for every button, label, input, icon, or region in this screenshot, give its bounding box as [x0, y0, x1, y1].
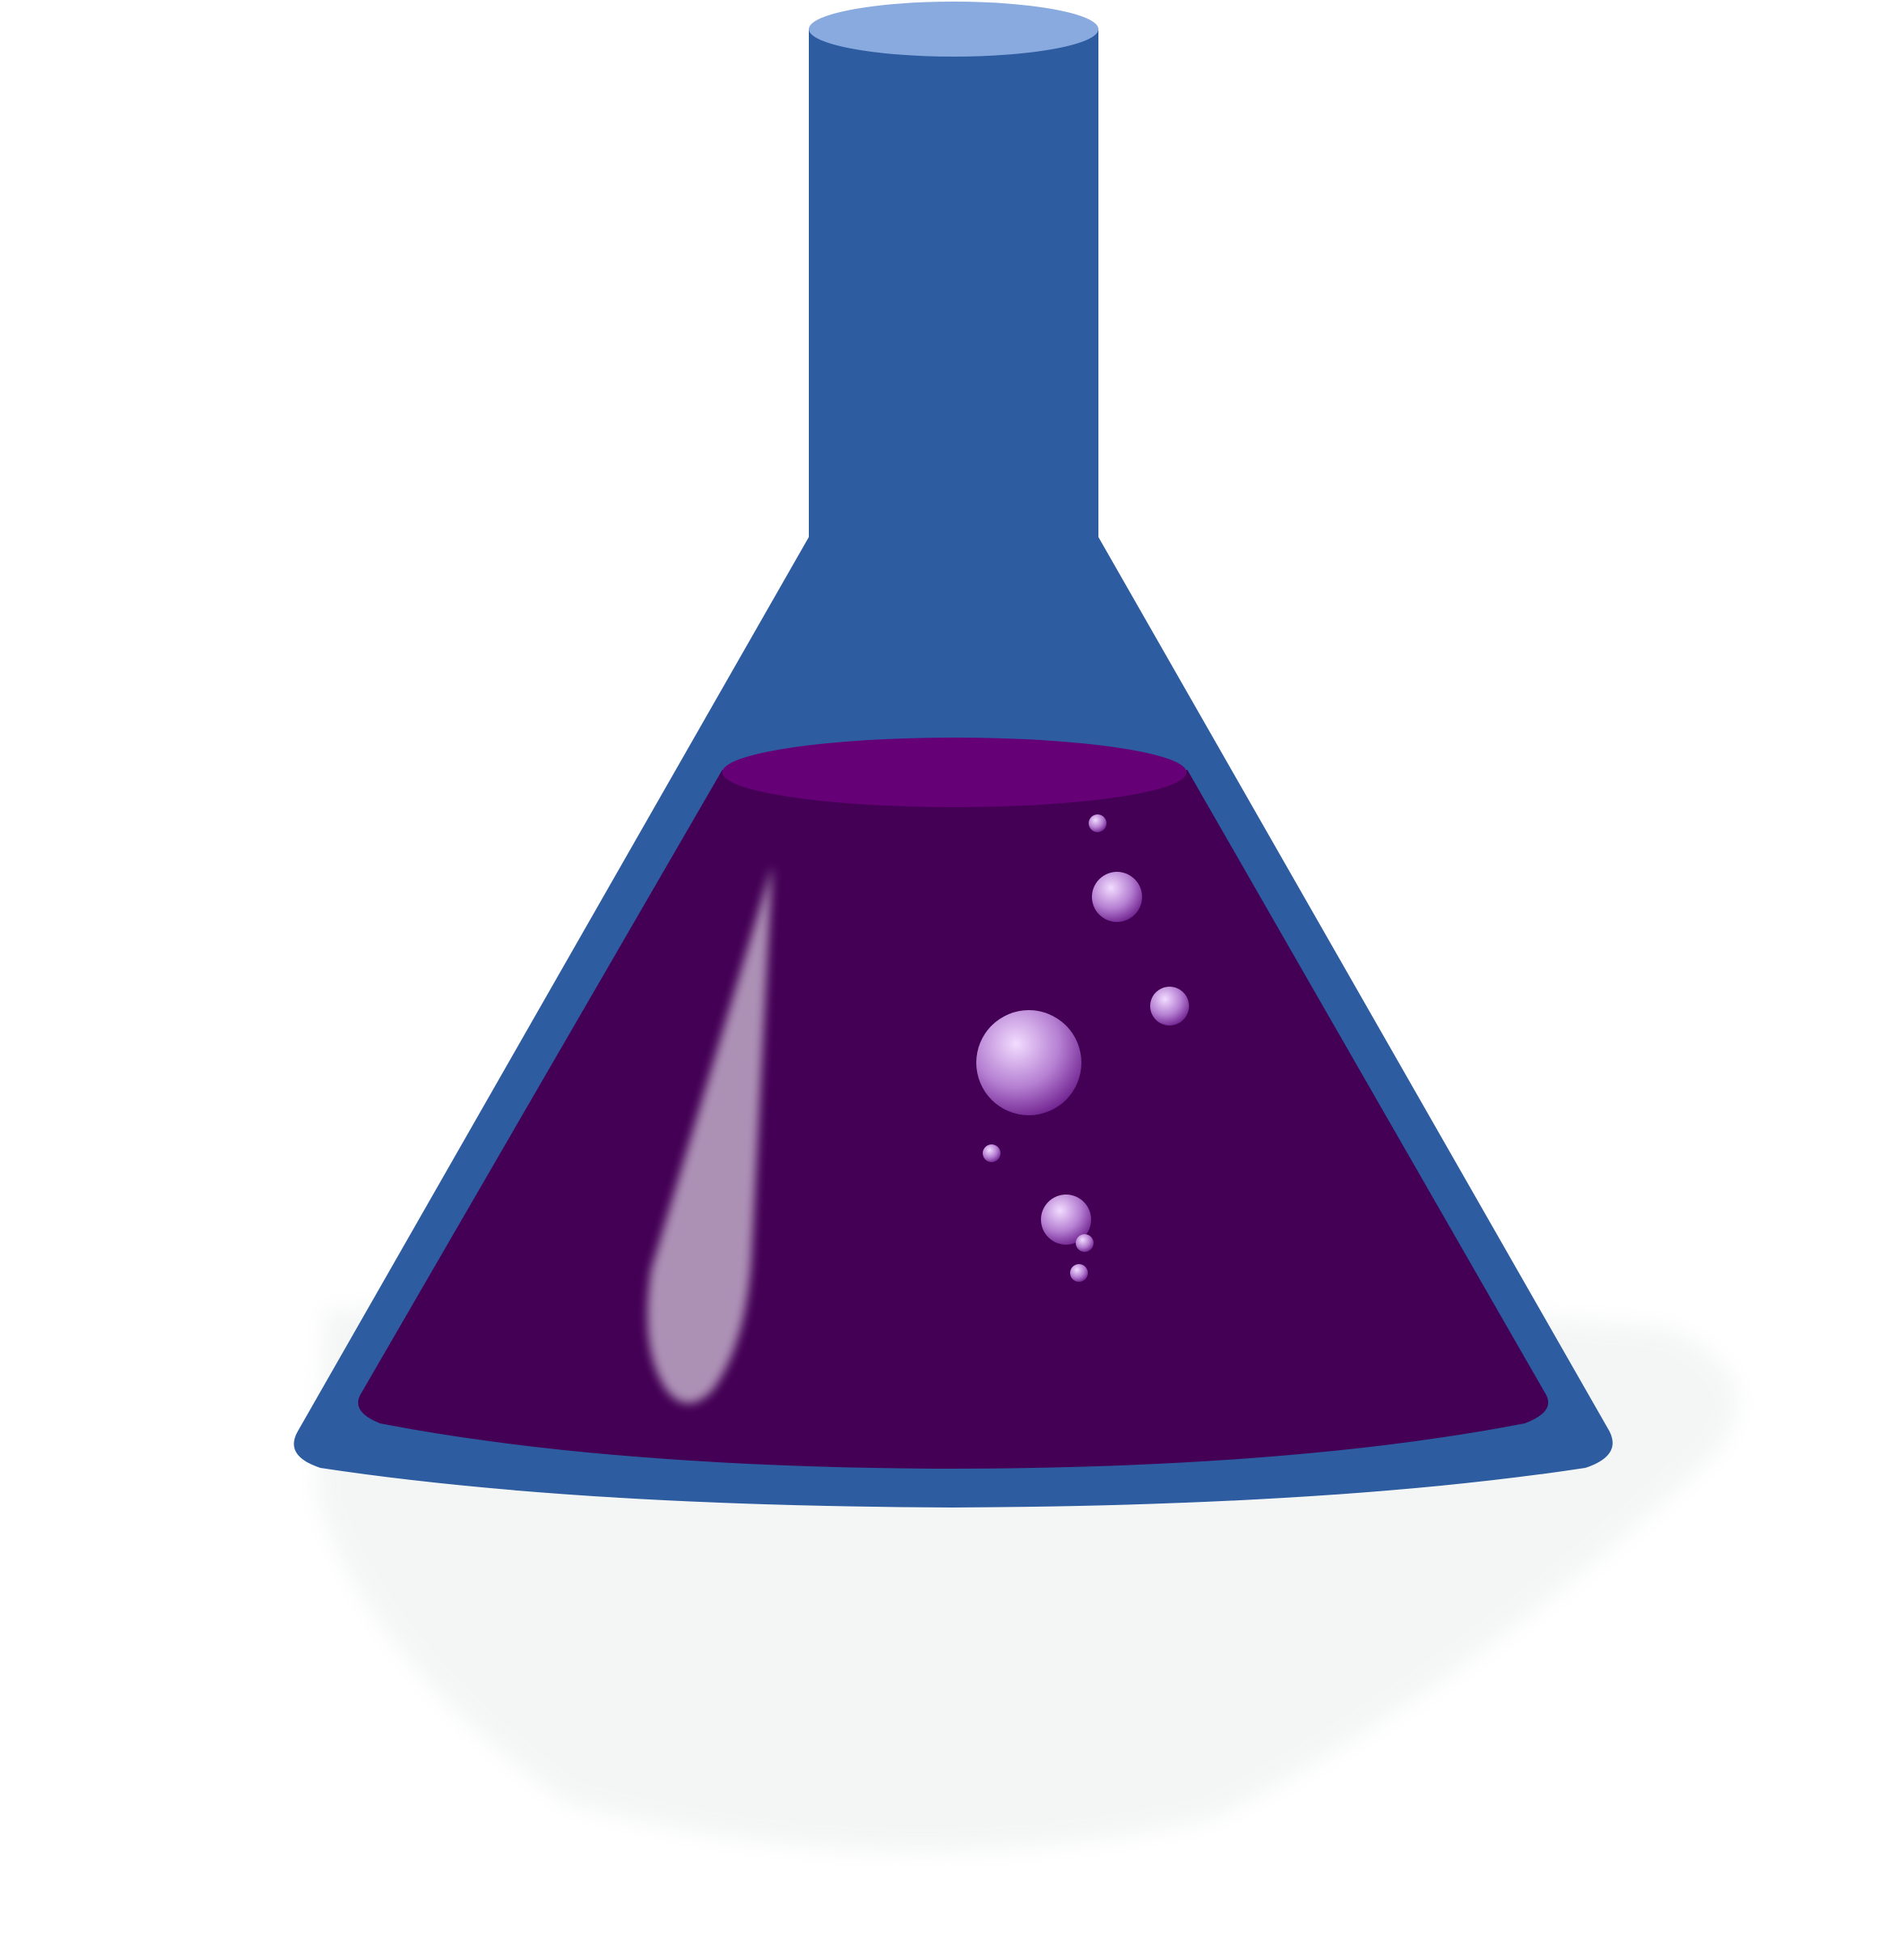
bubble [1150, 987, 1189, 1025]
liquid-surface [722, 738, 1187, 807]
glass-highlight [647, 865, 772, 1403]
bubble [983, 1144, 1001, 1162]
bubble [1070, 1264, 1088, 1282]
bubble [976, 1010, 1081, 1115]
flask-rim [809, 2, 1098, 57]
flask-liquid [358, 770, 1549, 1469]
bubbles [976, 814, 1189, 1282]
bubble [1089, 814, 1106, 832]
bubble [1041, 1195, 1091, 1245]
bubble [1092, 872, 1142, 922]
bubble [1076, 1234, 1094, 1252]
